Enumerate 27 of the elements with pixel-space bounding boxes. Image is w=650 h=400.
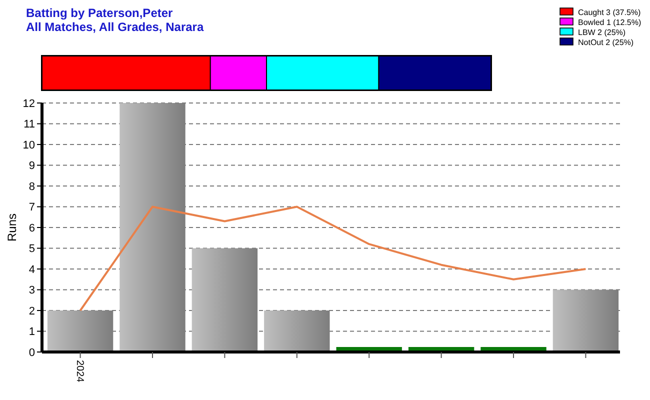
y-tick-label: 8 — [28, 180, 35, 193]
bar — [552, 290, 619, 352]
legend-label: NotOut 2 (25%) — [578, 38, 634, 47]
y-tick-label: 10 — [22, 139, 35, 152]
y-tick-label: 6 — [28, 222, 35, 234]
chart-title: Batting by Paterson,Peter — [26, 6, 174, 20]
y-tick-label: 7 — [28, 202, 35, 214]
y-tick-label: 1 — [28, 326, 35, 338]
y-tick-label: 2 — [28, 305, 35, 318]
legend-label: Caught 3 (37.5%) — [578, 8, 642, 17]
bar — [192, 248, 258, 352]
y-tick-label: 9 — [28, 160, 35, 172]
legend-label: Bowled 1 (12.5%) — [578, 18, 642, 27]
bar — [120, 103, 186, 352]
line-series — [79, 206, 587, 312]
bar — [264, 310, 330, 352]
y-tick-label: 3 — [28, 284, 35, 297]
y-tick-label: 11 — [24, 118, 35, 131]
bar — [47, 310, 114, 352]
y-axis-title: Runs — [5, 213, 19, 242]
y-tick-label: 4 — [28, 264, 35, 276]
y-tick-label: 12 — [22, 98, 35, 110]
y-tick-label: 0 — [28, 346, 35, 359]
y-tick-label: 5 — [28, 243, 35, 256]
x-tick-label: 2024 — [74, 360, 85, 383]
legend-label: LBW 2 (25%) — [578, 28, 626, 37]
chart-subtitle: All Matches, All Grades, Narara — [26, 20, 204, 34]
